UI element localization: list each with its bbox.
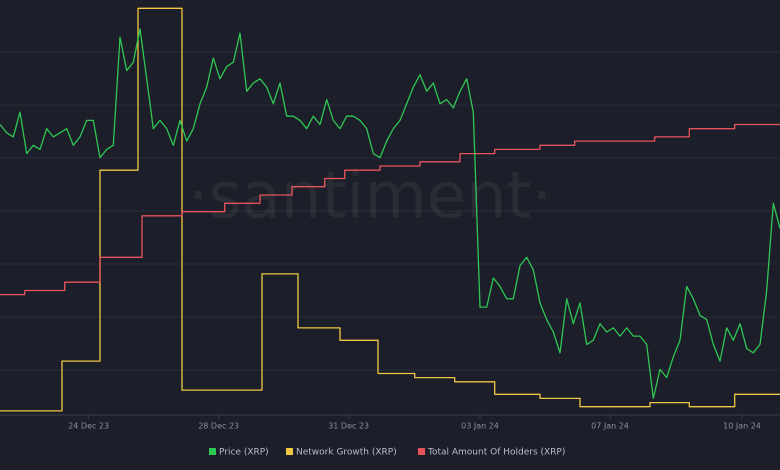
watermark: ·santiment·	[188, 160, 552, 234]
x-tick-label: 03 Jan 24	[461, 422, 499, 431]
x-tick-label: 31 Dec 23	[328, 422, 369, 431]
legend-swatch	[209, 448, 216, 455]
series-line	[0, 123, 780, 296]
series-line	[0, 28, 780, 400]
grid	[0, 51, 780, 371]
legend-swatch	[418, 448, 425, 455]
series-line	[0, 7, 780, 412]
x-tick-label: 07 Jan 24	[591, 422, 629, 431]
x-tick-label: 10 Jan 24	[723, 422, 761, 431]
legend-swatch	[286, 448, 293, 455]
legend-label: Price (XRP)	[219, 448, 269, 458]
x-tick-label: 24 Dec 23	[68, 422, 109, 431]
legend-label: Total Amount Of Holders (XRP)	[427, 448, 565, 458]
legend-label: Network Growth (XRP)	[296, 448, 397, 458]
x-tick-label: 28 Dec 23	[198, 422, 239, 431]
